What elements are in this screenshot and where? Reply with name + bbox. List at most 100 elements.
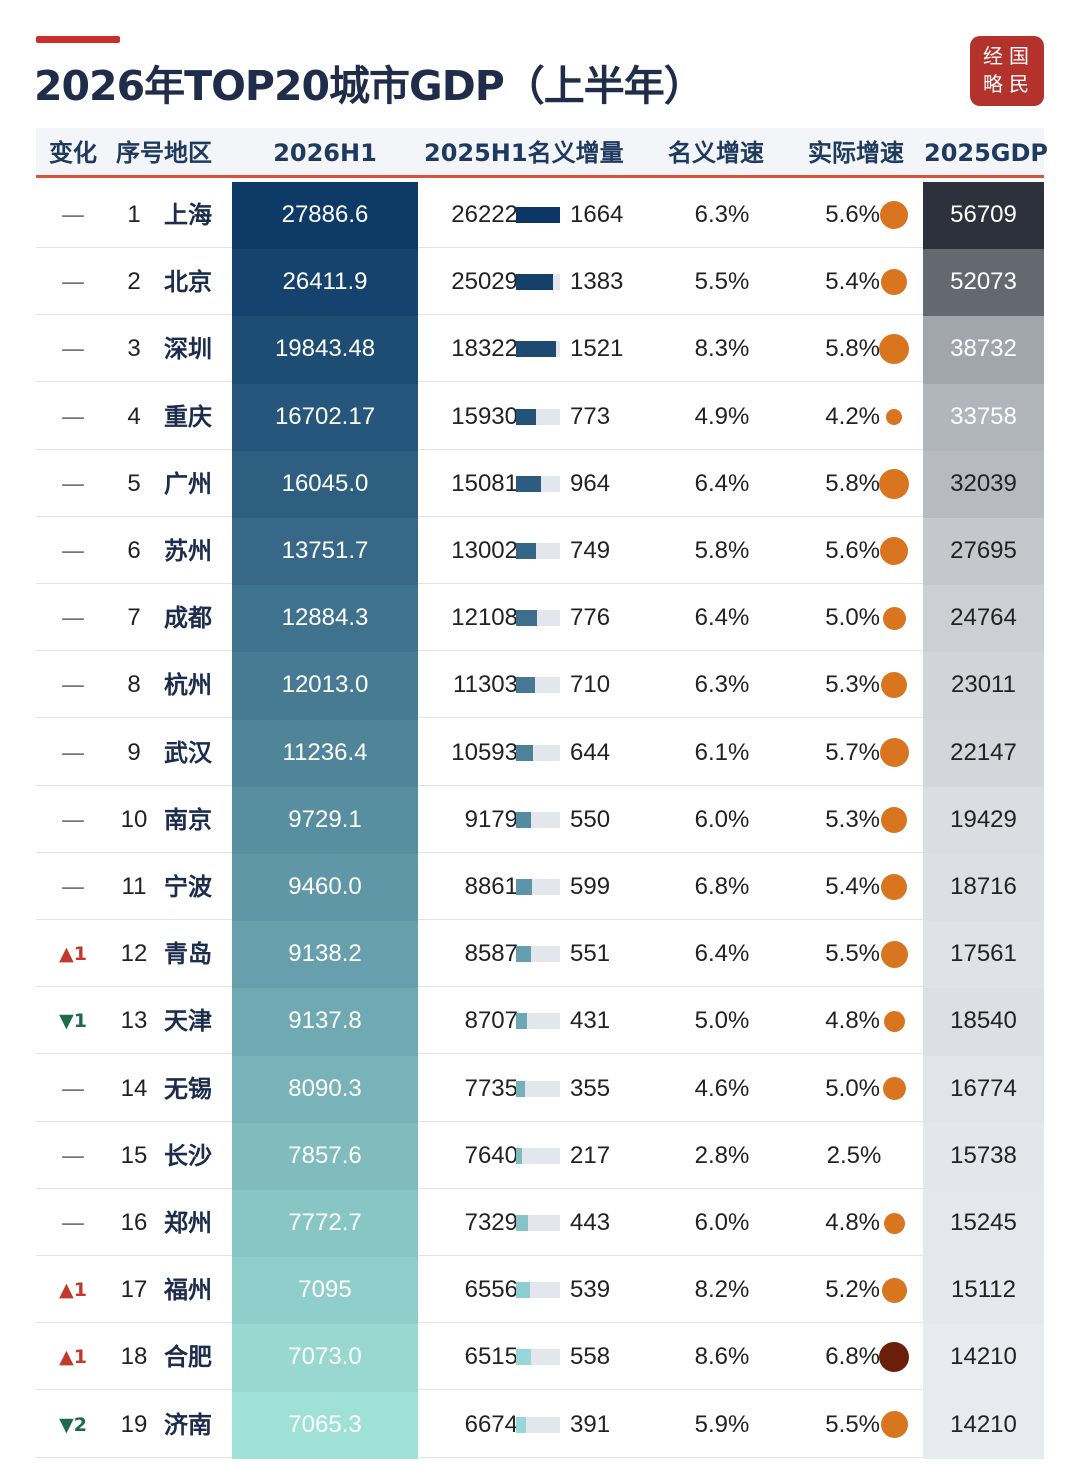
change-indicator: ▲1 (59, 1346, 87, 1369)
gdp-2026h1-cell: 11236.4 (232, 719, 418, 787)
city-name: 武汉 (164, 738, 212, 767)
real-growth-dot (881, 269, 907, 296)
increase-bar (516, 677, 535, 694)
rank-number: 13 (120, 1007, 148, 1035)
increase-value: 431 (570, 1007, 611, 1035)
gdp-2025h1-value: 11303 (453, 671, 518, 699)
gdp-2025h1-value: 26222 (451, 201, 518, 228)
real-growth-value: 5.3% (825, 805, 880, 833)
real-growth-dot (883, 1212, 905, 1234)
city-name: 宁波 (164, 873, 212, 901)
gdp-2025-cell: 23011 (923, 652, 1044, 720)
increase-bar (516, 1147, 522, 1164)
city-name: 无锡 (164, 1074, 212, 1103)
gdp-2026h1-cell: 7095 (232, 1257, 418, 1325)
change-indicator: — (61, 805, 85, 834)
gdp-2025h1-value: 15930 (451, 402, 518, 430)
gdp-2026h1-cell: 27886.6 (232, 182, 418, 250)
real-growth-value: 5.8% (825, 469, 880, 497)
city-name: 福州 (164, 1276, 212, 1305)
real-growth-value: 4.2% (825, 402, 880, 430)
table-row: — 11 宁波 9460.0 8861 599 6.8% 5.4% 18716 (36, 854, 1044, 922)
gdp-2025-cell: 14210 (923, 1324, 1044, 1392)
real-growth-value: 5.4% (825, 268, 880, 296)
header-rank-region: 序号地区 (116, 139, 212, 167)
city-name: 济南 (164, 1410, 212, 1439)
increase-value: 539 (570, 1276, 611, 1304)
table-row: — 15 长沙 7857.6 7640 217 2.8% 2.5% 15738 (36, 1122, 1044, 1190)
city-name: 南京 (164, 805, 212, 834)
header-2025h1-increase: 2025H1名义增量 (424, 139, 624, 167)
real-growth-dot (881, 1277, 907, 1303)
nominal-growth-value: 5.9% (694, 1410, 750, 1438)
nominal-growth-value: 4.9% (694, 402, 750, 430)
table-row: — 2 北京 26411.9 25029 1383 5.5% 5.4% 52073 (36, 249, 1044, 317)
rank-number: 12 (120, 940, 148, 968)
gdp-2025-cell: 38732 (923, 316, 1044, 384)
table-row: — 5 广州 16045.0 15081 964 6.4% 5.8% 32039 (36, 450, 1044, 518)
gdp-2026h1-cell: 16702.17 (232, 383, 418, 451)
real-growth-value: 5.6% (825, 201, 880, 228)
gdp-2026h1-cell: 16045.0 (232, 450, 418, 518)
change-indicator: — (61, 738, 85, 767)
real-growth-dot (880, 537, 908, 565)
nominal-growth-value: 5.8% (694, 537, 750, 564)
real-growth-dot (886, 408, 902, 425)
gdp-2026h1-cell: 19843.48 (232, 316, 418, 384)
rank-number: 15 (120, 1141, 148, 1169)
gdp-2025-cell: 56709 (923, 182, 1044, 250)
nominal-growth-value: 8.2% (694, 1276, 750, 1304)
gdp-2026h1-cell: 7857.6 (232, 1122, 418, 1190)
real-growth-dot (880, 940, 908, 968)
increase-value: 749 (570, 537, 611, 564)
city-name: 深圳 (164, 335, 212, 364)
gdp-2025h1-value: 7735 (464, 1074, 518, 1102)
nominal-growth-value: 6.1% (694, 738, 750, 766)
real-growth-value: 5.8% (825, 335, 880, 363)
increase-value: 217 (570, 1141, 611, 1169)
real-growth-dot (879, 468, 909, 499)
rank-number: 6 (127, 537, 141, 564)
table-row: — 9 武汉 11236.4 10593 644 6.1% 5.7% 22147 (36, 719, 1044, 787)
increase-value: 710 (570, 671, 611, 699)
header-2025gdp: 2025GDP (924, 139, 1049, 167)
real-growth-value: 4.8% (825, 1209, 880, 1236)
real-growth-dot (882, 606, 906, 630)
change-indicator: — (61, 604, 85, 633)
city-name: 郑州 (164, 1209, 212, 1237)
gdp-2025h1-value: 6556 (464, 1276, 518, 1304)
city-name: 青岛 (164, 940, 212, 969)
header-2026h1: 2026H1 (273, 139, 377, 167)
gdp-2025h1-value: 25029 (451, 268, 518, 296)
gdp-2026h1-cell: 12013.0 (232, 652, 418, 720)
table-row: — 8 杭州 12013.0 11303 710 6.3% 5.3% 23011 (36, 652, 1044, 720)
gdp-2026h1-cell: 13751.7 (232, 518, 418, 586)
gdp-2025h1-value: 18322 (451, 335, 518, 363)
increase-bar (516, 475, 541, 492)
real-growth-value: 2.5% (826, 1141, 882, 1169)
increase-value: 776 (570, 604, 611, 632)
gdp-2025-cell: 15112 (923, 1257, 1044, 1325)
increase-bar (516, 744, 533, 761)
rank-number: 19 (120, 1410, 148, 1438)
table-row: ▼1 13 天津 9137.8 8707 431 5.0% 4.8% 18540 (36, 988, 1044, 1056)
real-growth-dot (881, 672, 907, 699)
rank-number: 9 (127, 738, 141, 766)
real-growth-value: 5.0% (825, 604, 880, 632)
gdp-2025h1-value: 6674 (464, 1410, 518, 1438)
city-name: 北京 (164, 268, 212, 297)
real-growth-dot (881, 874, 907, 900)
real-growth-value: 5.6% (825, 537, 880, 564)
city-name: 广州 (164, 469, 212, 498)
gdp-2025h1-value: 6515 (464, 1343, 518, 1371)
rank-number: 11 (121, 873, 147, 900)
real-growth-value: 4.8% (825, 1007, 880, 1035)
city-name: 长沙 (164, 1141, 212, 1170)
gdp-2025-cell: 18716 (923, 854, 1044, 922)
gdp-2025-cell: 24764 (923, 585, 1044, 653)
increase-value: 644 (570, 738, 611, 766)
gdp-2026h1-cell: 9138.2 (232, 921, 418, 989)
logo-seal: 经国 略民 (970, 36, 1044, 106)
table-row: — 10 南京 9729.1 9179 550 6.0% 5.3% 19429 (36, 786, 1044, 854)
change-indicator: — (61, 1074, 85, 1103)
